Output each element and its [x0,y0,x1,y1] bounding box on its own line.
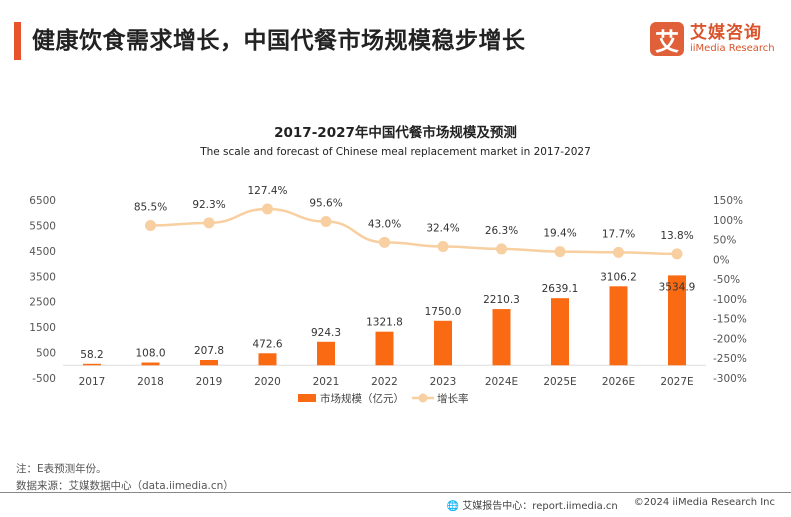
bar-value-label: 58.2 [80,349,103,361]
legend-line-marker [418,393,428,403]
x-tick-label: 2027E [660,376,693,388]
logo-en: iiMedia Research [690,42,775,54]
title-accent-bar [14,22,21,60]
y-right-tick: -200% [713,333,747,345]
x-tick-label: 2021 [313,376,340,388]
x-tick-label: 2020 [254,376,281,388]
bar-value-label: 924.3 [311,327,341,339]
y-right-tick: -250% [713,353,747,365]
growth-line [150,207,678,256]
y-right-tick: -100% [713,294,747,306]
growth-label: 19.4% [543,228,576,240]
growth-label: 85.5% [134,202,167,214]
bar [375,331,394,366]
x-tick-label: 2026E [602,376,635,388]
footer-report: 🌐 艾媒报告中心：report.iimedia.cn [446,501,618,512]
footer-report-text: 艾媒报告中心：report.iimedia.cn [462,501,618,512]
growth-label: 92.3% [192,199,225,211]
y-right-tick: 50% [713,235,736,247]
legend-bar-label: 市场规模（亿元） [320,392,404,405]
chart: 6500 5500 4500 3500 2500 1500 500 -500 150% 100% 5… [29,185,747,405]
bar [258,353,277,366]
bar [609,286,628,366]
bar [200,360,218,366]
bar-value-label: 472.6 [252,338,282,350]
divider [0,492,791,493]
bar-value-label: 2210.3 [483,294,520,306]
growth-point [262,203,273,215]
logo: 艾 艾媒咨询 iiMedia Research [650,22,775,56]
x-tick-label: 2018 [137,376,164,388]
x-tick-label: 2019 [196,376,223,388]
x-tick-label: 2025E [543,376,576,388]
growth-label: 26.3% [485,225,518,237]
y-right-tick: 150% [713,195,743,207]
growth-point [320,216,332,228]
y-right-tick: -300% [713,373,747,385]
y-left-tick: 2500 [29,297,56,309]
y-left-tick: 5500 [29,220,56,232]
bar [551,298,569,366]
y-left-tick: -500 [32,373,56,385]
y-right-tick: 0% [713,254,730,266]
bar-value-label: 1750.0 [425,306,462,318]
growth-point [613,246,624,258]
bar-value-label: 3106.2 [600,271,637,283]
y-left-tick: 500 [36,348,56,360]
growth-point [203,217,215,229]
growth-label: 32.4% [426,223,459,235]
growth-label: 43.0% [368,218,401,230]
footer-copyright: ©2024 iiMedia Research Inc [633,497,775,508]
growth-point [671,248,683,260]
growth-point [496,243,507,255]
x-tick-label: 2017 [79,376,106,388]
bar [492,309,511,366]
bar [141,362,160,366]
y-right-tick: -150% [713,314,747,326]
bar-value-label: 207.8 [194,345,224,357]
note: 注：E表预测年份。 [16,463,107,475]
growth-point [437,241,449,253]
growth-point [145,220,156,232]
y-left-tick: 3500 [29,271,56,283]
bar [83,363,101,366]
y-right-tick: 100% [713,215,743,227]
bar [434,320,452,366]
chart-subtitle: The scale and forecast of Chinese meal r… [200,146,591,158]
y-left-tick: 1500 [29,322,56,334]
growth-label: 17.7% [602,228,635,240]
growth-label: 127.4% [247,185,287,197]
page-title: 健康饮食需求增长，中国代餐市场规模稳步增长 [32,28,526,54]
growth-label: 13.8% [660,230,693,242]
y-left-tick: 4500 [29,246,56,258]
source: 数据来源：艾媒数据中心（data.iimedia.cn） [16,480,234,492]
x-tick-label: 2023 [430,376,457,388]
growth-label: 95.6% [309,198,342,210]
growth-point [379,236,390,248]
growth-point [554,246,566,258]
bar-value-label: 1321.8 [366,317,403,329]
logo-cn: 艾媒咨询 [690,22,762,43]
legend-bar-swatch [298,394,316,402]
x-tick-label: 2024E [485,376,518,388]
chart-title: 2017-2027年中国代餐市场规模及预测 [274,125,517,141]
bar-value-label: 108.0 [135,348,165,360]
logo-mark-icon: 艾 [650,22,684,56]
bar-value-label: 3534.9 [659,281,696,293]
bar-value-label: 2639.1 [542,283,579,295]
x-tick-label: 2022 [371,376,398,388]
bar [668,275,686,366]
bar [317,341,335,366]
y-left-tick: 6500 [29,195,56,207]
legend-line-label: 增长率 [437,392,469,405]
y-right-tick: -50% [713,274,740,286]
